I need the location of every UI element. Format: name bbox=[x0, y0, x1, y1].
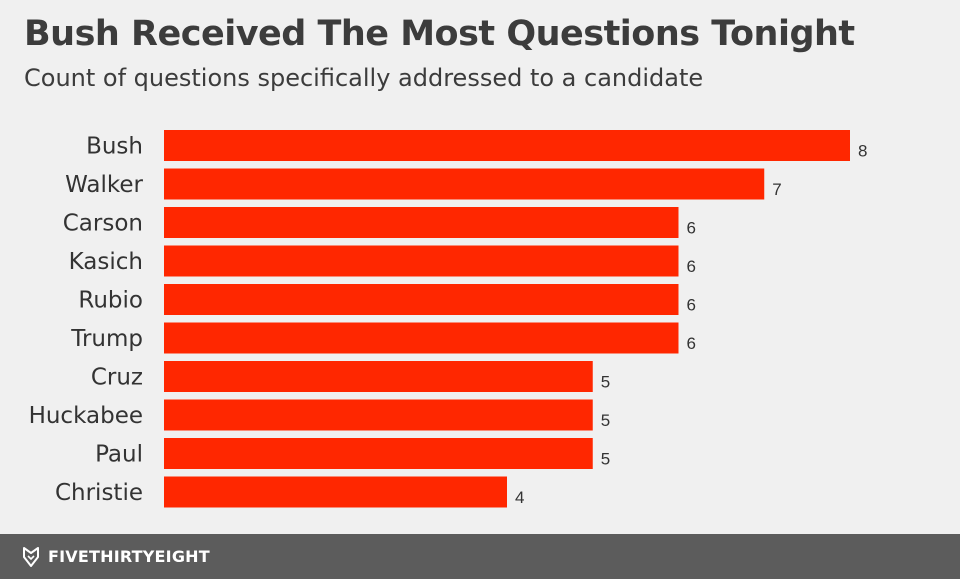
bar bbox=[164, 438, 593, 469]
data-label: 5 bbox=[601, 450, 610, 469]
data-label: 6 bbox=[687, 296, 696, 315]
category-label: Huckabee bbox=[29, 403, 143, 429]
bar-chart: Bush 8 Walker 7 Carson 6 Kasich 6 Rubio 6 Trump 6 Cr… bbox=[29, 130, 867, 508]
bar bbox=[164, 168, 765, 200]
data-label: 6 bbox=[687, 219, 696, 238]
chart-subtitle: Count of questions specifically addresse… bbox=[24, 64, 704, 92]
bar bbox=[164, 399, 593, 431]
bar bbox=[164, 476, 507, 508]
category-label: Cruz bbox=[91, 365, 143, 391]
brand-name: FIVETHIRTYEIGHT bbox=[48, 547, 210, 566]
bar bbox=[164, 361, 593, 392]
category-label: Walker bbox=[65, 172, 143, 198]
category-label: Trump bbox=[70, 326, 143, 352]
data-label: 5 bbox=[601, 373, 610, 392]
data-label: 4 bbox=[515, 488, 524, 507]
bar bbox=[164, 284, 679, 315]
category-label: Rubio bbox=[78, 288, 143, 314]
category-label: Paul bbox=[95, 442, 143, 468]
data-label: 6 bbox=[687, 334, 696, 353]
fox-icon bbox=[23, 547, 39, 567]
footer-bar: FIVETHIRTYEIGHT bbox=[0, 534, 960, 579]
chart-title: Bush Received The Most Questions Tonight bbox=[24, 14, 855, 54]
category-label: Carson bbox=[63, 211, 143, 237]
data-label: 8 bbox=[858, 142, 867, 161]
data-label: 7 bbox=[772, 180, 781, 199]
bar bbox=[164, 130, 850, 161]
category-label: Kasich bbox=[69, 249, 143, 275]
data-label: 6 bbox=[687, 257, 696, 276]
bar bbox=[164, 207, 679, 238]
category-label: Christie bbox=[55, 480, 143, 506]
bar bbox=[164, 322, 679, 354]
bar bbox=[164, 245, 679, 277]
data-label: 5 bbox=[601, 411, 610, 430]
category-label: Bush bbox=[86, 134, 143, 160]
